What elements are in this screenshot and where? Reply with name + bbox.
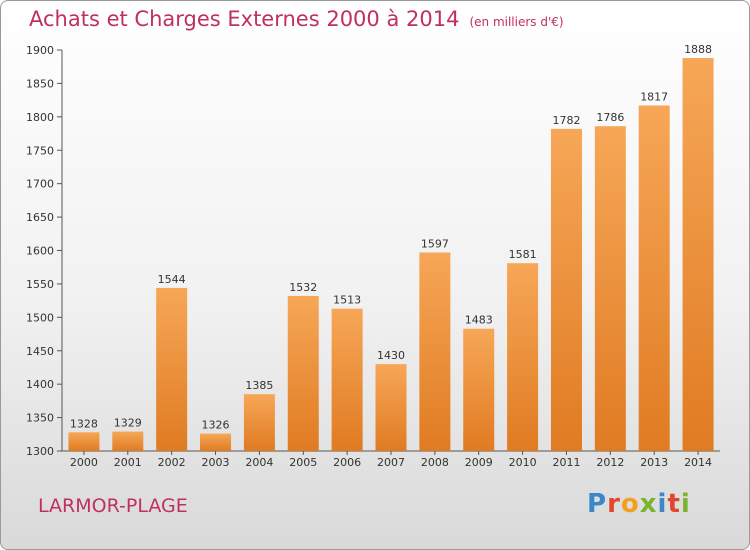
x-tick-label: 2004 [245,456,273,469]
bar [200,433,232,451]
x-tick-label: 2006 [333,456,361,469]
x-tick-label: 2000 [70,456,98,469]
bar [112,431,144,451]
y-tick-label: 1550 [26,278,54,291]
bar [287,295,319,451]
data-label: 1597 [421,238,449,251]
bar [331,308,363,451]
chart-title: Achats et Charges Externes 2000 à 2014 (e… [29,7,564,31]
y-tick-label: 1500 [26,311,54,324]
chart-unit: (en milliers d'€) [469,15,564,29]
data-label: 1888 [684,43,712,56]
data-label: 1328 [70,417,98,430]
x-tick-label: 2002 [158,456,186,469]
data-label: 1513 [333,294,361,307]
bar [156,287,188,451]
bar [419,252,451,451]
y-tick-label: 1900 [26,44,54,57]
data-label: 1786 [596,111,624,124]
y-tick-label: 1350 [26,412,54,425]
y-tick-label: 1650 [26,211,54,224]
y-tick-label: 1300 [26,445,54,458]
y-tick-label: 1600 [26,245,54,258]
data-label: 1326 [202,419,230,432]
x-tick-label: 2007 [377,456,405,469]
x-tick-label: 2008 [421,456,449,469]
x-tick-label: 2010 [509,456,537,469]
proxiti-logo[interactable]: Proxiti [587,489,691,519]
data-label: 1430 [377,349,405,362]
x-tick-label: 2003 [202,456,230,469]
data-label: 1329 [114,417,142,430]
x-tick-label: 2012 [596,456,624,469]
data-label: 1782 [552,114,580,127]
y-tick-label: 1850 [26,77,54,90]
data-label: 1581 [509,248,537,261]
bar [375,364,407,451]
x-tick-label: 2014 [684,456,712,469]
x-tick-label: 2001 [114,456,142,469]
value-labels: 1328 1329 1544 1326 1385 1532 1513 1430 1597 1483… [70,43,712,432]
x-tick-label: 2013 [640,456,668,469]
y-tick-label: 1400 [26,378,54,391]
bar [594,126,626,451]
bar [463,328,495,451]
data-label: 1544 [158,273,186,286]
bar [638,105,670,451]
chart-title-text: Achats et Charges Externes 2000 à 2014 [29,7,460,31]
x-tick-label: 2011 [552,456,580,469]
y-tick-label: 1450 [26,345,54,358]
axes: 1300 1350 1400 1450 1500 1550 1600 1650 1700 1750… [26,44,720,469]
data-label: 1385 [245,379,273,392]
y-tick-label: 1750 [26,144,54,157]
bar [68,432,100,451]
bar [682,58,714,452]
x-tick-label: 2009 [465,456,493,469]
data-label: 1817 [640,90,668,103]
bar [550,128,582,451]
x-tick-label: 2005 [289,456,317,469]
bar [507,263,539,451]
bar [243,394,275,451]
data-label: 1483 [465,314,493,327]
y-tick-label: 1800 [26,111,54,124]
y-tick-label: 1700 [26,178,54,191]
data-label: 1532 [289,281,317,294]
bars [68,58,714,452]
place-name: LARMOR-PLAGE [38,495,188,517]
